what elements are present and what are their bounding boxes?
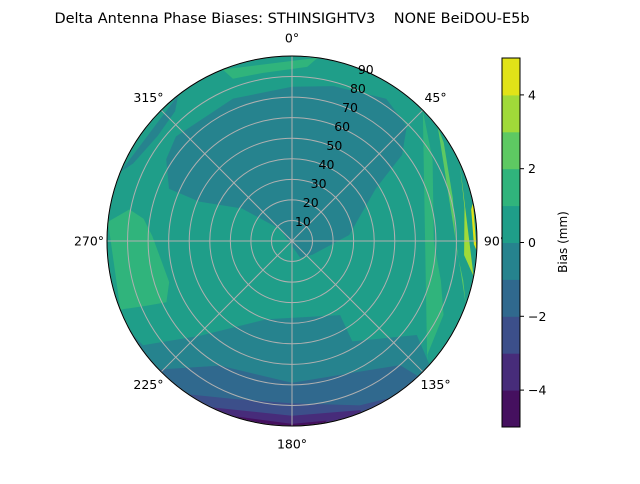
colorbar-tick-label: 0 — [528, 235, 536, 250]
radial-tick-label: 40 — [319, 157, 335, 172]
contour-region-4 — [437, 127, 466, 305]
colorbar-band — [502, 131, 520, 170]
colorbar-band — [502, 390, 520, 428]
angle-tick-label: 0° — [285, 31, 299, 46]
colorbar-band — [502, 205, 520, 243]
contour-region-0 — [166, 86, 407, 258]
angle-tick-label: 135° — [420, 377, 450, 392]
radial-tick-label: 20 — [303, 195, 319, 210]
angular-gridline — [291, 109, 424, 242]
polar-frame — [106, 55, 478, 427]
contour-region-2 — [222, 57, 318, 79]
colorbar-tick-label: 4 — [528, 87, 536, 102]
colorbar-band — [502, 279, 520, 317]
radial-tick-label: 90 — [358, 62, 374, 77]
angle-tick-label: 180° — [277, 437, 307, 452]
radial-tick-label: 50 — [326, 138, 342, 153]
chart-title: Delta Antenna Phase Biases: STHINSIGHTV3… — [54, 11, 529, 27]
radial-tick-label: 70 — [342, 100, 358, 115]
contour-region-1 — [120, 95, 179, 172]
contour-region-7 — [108, 209, 170, 311]
angle-tick-label: 45° — [424, 90, 446, 105]
contour-region-5 — [459, 162, 474, 277]
radial-tick-label: 30 — [311, 176, 327, 191]
angle-tick-label: 225° — [133, 377, 163, 392]
contour-region-6 — [471, 202, 477, 251]
contour-region-3 — [422, 110, 444, 368]
colorbar-band — [502, 242, 520, 280]
polar-plot-area: 10 20 30 40 50 60 70 80 90 0° 45° 90° 135° 180° 225° 2… — [74, 31, 506, 452]
colorbar: −4 −2 0 2 4 — [501, 57, 546, 428]
angular-gridline — [291, 240, 424, 373]
colorbar-band — [502, 353, 520, 391]
radial-tick-label: 80 — [350, 81, 366, 96]
colorbar-tick-label: 2 — [528, 161, 536, 176]
angle-tick-label: 270° — [74, 234, 104, 249]
radial-tick-label: 60 — [334, 119, 350, 134]
colorbar-tick-label: −2 — [528, 309, 546, 324]
radial-tick-label: 10 — [295, 214, 311, 229]
colorbar-tick-label: −4 — [528, 383, 546, 398]
contour-region-12 — [231, 415, 327, 426]
angular-gridline — [160, 240, 293, 373]
colorbar-label: Bias (mm) — [556, 211, 570, 273]
angular-gridline — [160, 109, 293, 242]
colorbar-band — [502, 94, 520, 133]
colorbar-band — [502, 58, 520, 96]
colorbar-band — [502, 168, 520, 207]
angle-tick-label: 90° — [484, 234, 506, 249]
colorbar-band — [502, 316, 520, 354]
angle-tick-label: 315° — [133, 90, 163, 105]
